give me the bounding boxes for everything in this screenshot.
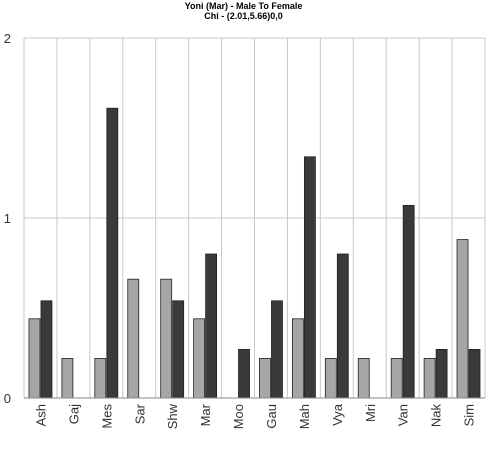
x-tick-label-sar: Sar [132, 403, 147, 424]
y-tick-label: 2 [4, 31, 11, 46]
y-tick-label: 0 [4, 391, 11, 406]
bars-layer [28, 107, 481, 399]
x-tick-label-gaj: Gaj [66, 404, 81, 424]
x-tick-label-ash: Ash [33, 404, 48, 426]
x-tick-label-gau: Gau [264, 404, 279, 429]
bar-moo-series-2 [238, 348, 250, 399]
bar-mar-series-1 [193, 318, 206, 399]
bar-sim-series-1 [456, 239, 469, 399]
bar-mah-series-1 [291, 318, 304, 399]
bar-ash-series-1 [28, 318, 41, 399]
x-tick-label-sim: Sim [462, 404, 477, 426]
x-tick-label-shw: Shw [165, 403, 180, 429]
bar-gau-series-1 [259, 357, 271, 399]
bar-sim-series-2 [468, 348, 481, 399]
bar-mes-series-2 [106, 107, 119, 399]
bar-mri-series-1 [357, 357, 370, 399]
chart-subtitle: Chi - (2.01,5.66)0,0 [204, 11, 283, 21]
x-tick-label-nak: Nak [429, 404, 444, 428]
grid-layer [23, 37, 486, 399]
bar-vya-series-1 [324, 357, 337, 399]
bar-ash-series-2 [40, 300, 53, 399]
x-tick-label-moo: Moo [231, 404, 246, 429]
x-tick-label-mri: Mri [363, 404, 378, 422]
bar-sar-series-1 [127, 278, 140, 399]
x-tick-label-van: Van [396, 404, 411, 426]
y-tick-labels: 0 1 2 [4, 31, 11, 406]
x-tick-label-mah: Mah [297, 404, 312, 429]
bar-gaj-series-1 [61, 357, 74, 399]
bar-mah-series-2 [303, 156, 316, 399]
bar-van-series-1 [390, 357, 403, 399]
bar-shw-series-1 [160, 278, 173, 399]
chart-title: Yoni (Mar) - Male To Female [184, 1, 303, 11]
y-tick-label: 1 [4, 211, 11, 226]
x-tick-labels: Ash Gaj Mes Sar Shw Mar Moo Gau Mah Vya Mri Van Nak S… [33, 403, 476, 429]
bar-vya-series-2 [336, 253, 349, 399]
bar-shw-series-2 [172, 300, 185, 399]
bar-nak-series-2 [435, 348, 448, 399]
bar-van-series-2 [402, 204, 415, 399]
x-tick-label-vya: Vya [330, 403, 345, 426]
bar-mar-series-2 [205, 253, 218, 399]
bar-nak-series-1 [423, 357, 436, 399]
bar-gau-series-2 [271, 300, 283, 399]
bar-mes-series-1 [94, 357, 107, 399]
x-tick-label-mes: Mes [99, 404, 114, 429]
x-tick-label-mar: Mar [198, 403, 213, 426]
